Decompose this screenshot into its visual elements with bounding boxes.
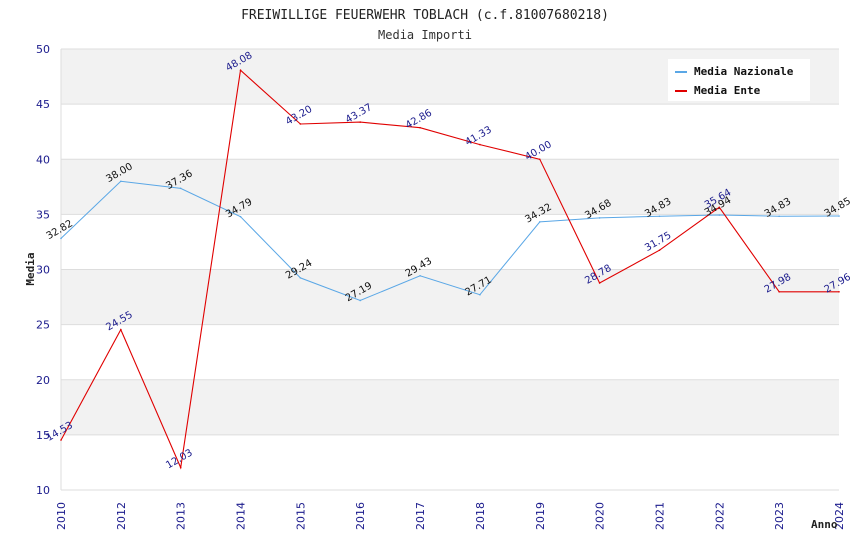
data-point-ente [359,121,362,123]
x-tick-label: 2020 [594,502,607,530]
y-tick-label: 50 [36,43,50,56]
y-tick-label: 15 [36,429,50,442]
x-axis-label: Anno [811,518,838,531]
x-tick-label: 2016 [354,502,367,530]
data-point-nazionale [179,187,182,190]
x-tick-label: 2012 [115,502,128,530]
y-tick-label: 45 [36,98,50,111]
data-point-nazionale [419,274,421,277]
data-point-ente [479,143,481,146]
data-point-nazionale [479,293,481,296]
series-line-ente [60,69,839,470]
y-axis-label: Media [24,252,37,285]
data-point-nazionale [838,215,840,217]
x-tick-label: 2010 [55,502,68,530]
data-point-nazionale [658,215,661,218]
data-point-nazionale [60,237,62,240]
y-tick-label: 30 [36,264,50,277]
data-point-ente [838,290,840,293]
legend-box [668,59,810,101]
x-tick-label: 2021 [653,502,666,530]
data-point-ente [538,158,541,161]
y-tick-label: 10 [36,484,50,497]
legend-label-nazionale: Media Nazionale [694,65,794,78]
data-point-ente [658,249,661,252]
y-tick-label: 25 [36,319,50,332]
legend: Media Nazionale Media Ente [668,59,810,101]
data-point-ente [419,126,421,129]
x-tick-label: 2014 [235,502,248,530]
data-point-ente [718,206,721,209]
data-point-ente [60,439,62,441]
y-tick-label: 20 [36,374,50,387]
data-point-nazionale [538,221,541,223]
series-line-nazionale [60,180,840,302]
x-tick-label: 2017 [414,502,427,530]
data-point-nazionale [778,215,780,218]
data-point-nazionale [299,277,302,279]
grid-band [61,434,839,490]
data-point-ente [120,328,122,331]
grid-band [61,214,839,270]
data-point-ente [598,282,601,284]
data-point-nazionale [359,299,362,302]
grid-band [61,269,839,325]
grid-band [61,104,839,160]
data-point-nazionale [239,215,242,218]
x-tick-label: 2023 [773,502,786,530]
chart-title: FREIWILLIGE FEUERWEHR TOBLACH (c.f.81007… [241,8,609,23]
data-point-ente [299,123,302,125]
x-tick-label: 2018 [474,502,487,530]
data-point-nazionale [598,217,601,219]
data-point-ente [179,466,182,469]
data-point-ente [239,69,242,71]
grid-band [61,324,839,380]
y-tick-label: 40 [36,153,50,166]
grid-band [61,159,839,215]
data-point-ente [778,290,780,293]
data-point-nazionale [120,180,122,183]
x-tick-label: 2019 [534,502,547,530]
data-point-nazionale [718,214,721,216]
y-tick-label: 35 [36,208,50,221]
x-tick-label: 2013 [175,502,188,530]
legend-label-ente: Media Ente [694,84,761,97]
chart-subtitle: Media Importi [378,28,472,42]
x-tick-label: 2022 [713,502,726,530]
x-tick-label: 2024 [833,502,846,530]
grid-band [61,379,839,435]
x-tick-label: 2015 [294,502,307,530]
